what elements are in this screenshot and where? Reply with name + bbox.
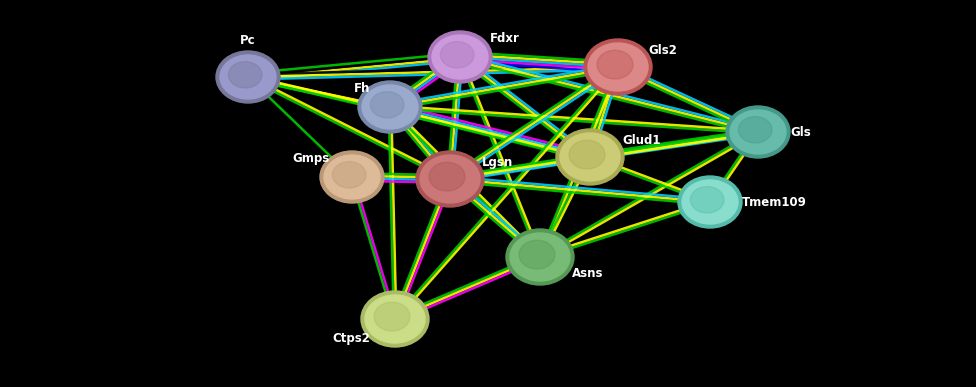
Ellipse shape [584,39,652,95]
Ellipse shape [371,92,404,118]
Text: Tmem109: Tmem109 [742,195,807,209]
Text: Asns: Asns [572,267,603,280]
Ellipse shape [365,295,425,343]
Text: Pc: Pc [240,34,256,47]
Ellipse shape [374,302,410,331]
Ellipse shape [588,43,648,91]
Ellipse shape [362,85,418,129]
Ellipse shape [228,62,262,88]
Ellipse shape [730,110,786,154]
Ellipse shape [432,35,488,79]
Ellipse shape [510,233,570,281]
Ellipse shape [428,31,492,83]
Ellipse shape [361,291,429,347]
Ellipse shape [320,151,384,203]
Text: Lgsn: Lgsn [482,156,513,169]
Text: Gls2: Gls2 [648,44,677,57]
Ellipse shape [739,116,772,143]
Ellipse shape [690,187,724,213]
Ellipse shape [597,50,633,79]
Ellipse shape [220,55,276,99]
Ellipse shape [333,162,366,188]
Ellipse shape [216,51,280,103]
Text: Fdxr: Fdxr [490,32,520,45]
Text: Gls: Gls [790,125,811,139]
Ellipse shape [682,180,738,224]
Text: Fh: Fh [353,82,370,95]
Ellipse shape [556,129,624,185]
Ellipse shape [506,229,574,285]
Ellipse shape [420,155,480,203]
Ellipse shape [726,106,790,158]
Ellipse shape [358,81,422,133]
Ellipse shape [678,176,742,228]
Ellipse shape [440,41,474,68]
Ellipse shape [560,133,620,181]
Text: Ctps2: Ctps2 [332,332,370,345]
Ellipse shape [519,240,555,269]
Ellipse shape [569,140,605,169]
Text: Gmps: Gmps [293,152,330,165]
Ellipse shape [416,151,484,207]
Ellipse shape [429,162,465,191]
Text: Glud1: Glud1 [622,134,661,147]
Ellipse shape [324,155,380,199]
